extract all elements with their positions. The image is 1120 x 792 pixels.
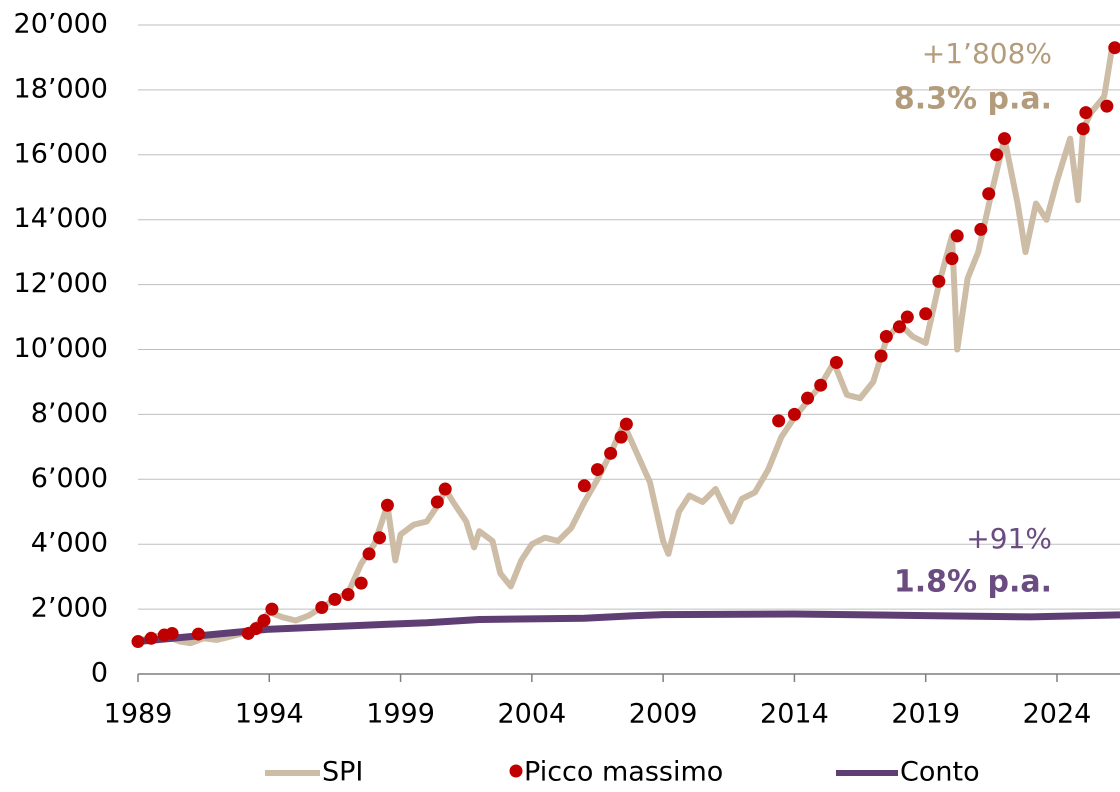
peak-dot [258,614,271,627]
peak-dot [830,356,843,369]
y-tick-label: 6’000 [31,463,108,494]
legend-swatch [510,765,523,778]
annotation: +91% [966,522,1052,555]
peak-dot [355,577,368,590]
peak-dot [945,252,958,265]
x-tick-label: 2024 [1023,699,1092,730]
y-tick-label: 16’000 [14,138,108,169]
y-tick-label: 4’000 [31,528,108,559]
peak-dot [145,632,158,645]
y-tick-label: 18’000 [14,73,108,104]
legend-label: SPI [322,757,363,788]
peak-dot [1100,100,1113,113]
y-tick-label: 12’000 [14,268,108,299]
peak-dot [990,148,1003,161]
peak-dot [814,379,827,392]
x-tick-label: 2004 [497,699,566,730]
peak-dot [1079,106,1092,119]
peak-dot [919,307,932,320]
peak-dot [998,132,1011,145]
peak-dot [1077,122,1090,135]
peak-dot [615,431,628,444]
y-tick-label: 2’000 [31,593,108,624]
annotation: +1’808% [922,37,1052,70]
y-tick-label: 0 [91,658,108,689]
annotation: 8.3% p.a. [894,82,1052,117]
x-tick-label: 2009 [629,699,698,730]
peak-dot [880,330,893,343]
peak-dot [342,588,355,601]
peak-dot [381,499,394,512]
x-tick-label: 1989 [104,699,173,730]
peak-dot [875,349,888,362]
x-tick-label: 1994 [235,699,304,730]
annotation: 1.8% p.a. [894,565,1052,600]
x-tick-label: 1999 [366,699,435,730]
peak-dot [604,447,617,460]
peak-dot [192,628,205,641]
peak-dot [591,463,604,476]
peak-dot [772,414,785,427]
peak-dot [901,311,914,324]
peak-dot [801,392,814,405]
legend-label: Picco massimo [524,757,723,788]
y-tick-label: 8’000 [31,398,108,429]
legend-label: Conto [900,757,980,788]
peak-dot [363,547,376,560]
peak-dot [974,223,987,236]
y-tick-label: 20’000 [14,9,108,40]
peak-dot [166,627,179,640]
peak-dot [328,593,341,606]
plot [132,41,1120,648]
peak-dot [951,229,964,242]
peak-dot [932,275,945,288]
y-tick-label: 14’000 [14,203,108,234]
peak-dot [788,408,801,421]
peak-dot [620,418,633,431]
y-tick-label: 10’000 [14,333,108,364]
peak-dot [431,496,444,509]
x-tick-label: 2019 [891,699,960,730]
x-tick-label: 2014 [760,699,829,730]
peak-dot [373,531,386,544]
peak-dot [982,187,995,200]
peak-dot [132,635,145,648]
peak-dot [578,479,591,492]
peak-dot [315,601,328,614]
peak-dot [265,603,278,616]
peak-dot [439,483,452,496]
